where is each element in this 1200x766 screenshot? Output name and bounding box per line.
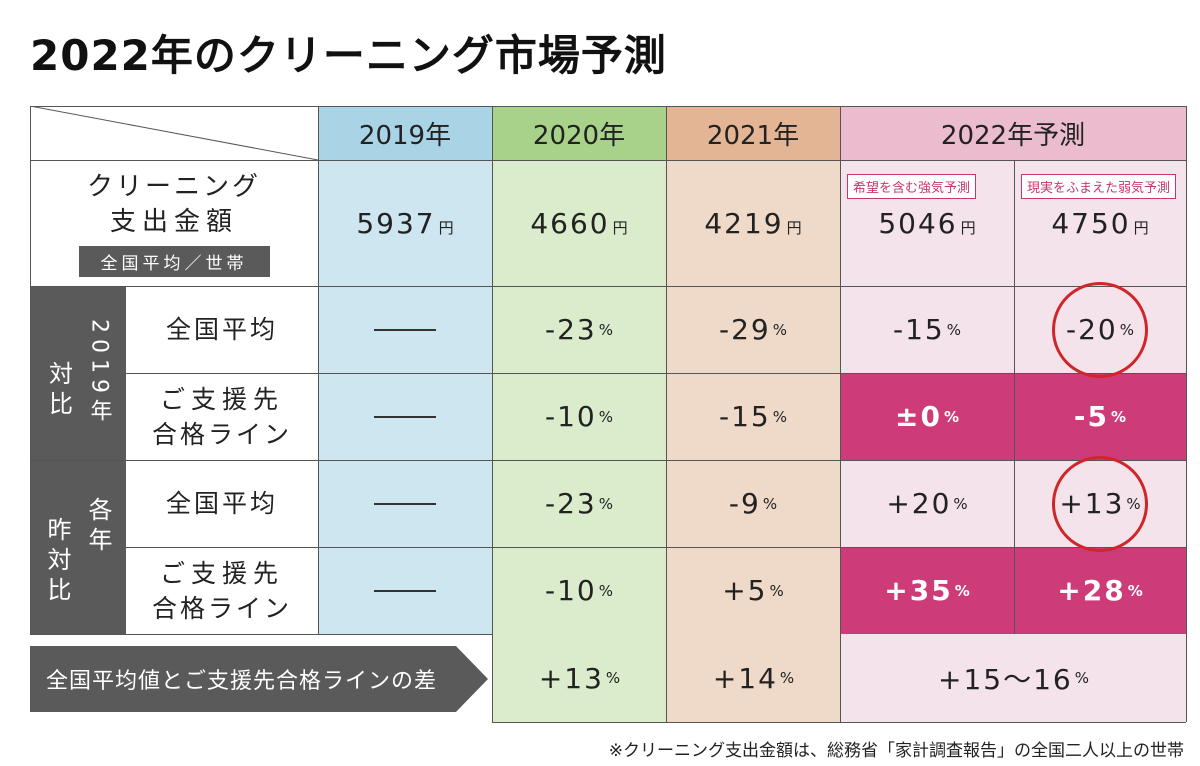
row-yoy-client-2021: +5% [666, 547, 840, 634]
row-vs2019-client-2022-realistic: -5% [1014, 373, 1186, 460]
group-yoy-label-col2: 昨対比 [43, 517, 71, 607]
row-yoy-client-2022-realistic: +28% [1014, 547, 1186, 634]
group-vs2019-label-col2: 2019年 [86, 319, 112, 427]
spending-2019: 5937 [356, 206, 436, 240]
difference-2020: +13% [493, 634, 666, 722]
group-yoy-label: 各年 昨対比 [30, 460, 126, 634]
grid-line [318, 106, 319, 634]
spending-2022-optimistic-cell: 希望を含む強気予測 5046 円 [840, 160, 1014, 286]
row-vs2019-national-2020: -23% [492, 286, 666, 373]
yen-unit: 円 [786, 218, 802, 237]
spending-2020-cell: 4660 円 [492, 160, 666, 286]
row-yoy-client-label: ご支援先 合格ライン [126, 547, 318, 634]
dash-mark [374, 502, 436, 505]
row-vs2019-national-label: 全国平均 [126, 286, 318, 373]
highlight-circle [1052, 456, 1148, 552]
spending-label: クリーニング 支出金額 全国平均／世帯 [30, 160, 318, 286]
spending-label-line1: クリーニング [86, 171, 261, 202]
grid-line [666, 106, 667, 722]
spending-2022-realistic-cell: 現実をふまえた弱気予測 4750 円 [1014, 160, 1186, 286]
row-yoy-national-label: 全国平均 [126, 460, 318, 547]
row-vs2019-national-2021: -29% [666, 286, 840, 373]
row-yoy-national-2020: -23% [492, 460, 666, 547]
grid-line [30, 286, 1186, 287]
row-vs2019-client-label: ご支援先 合格ライン [126, 373, 318, 460]
row-vs2019-client-2019 [318, 373, 492, 460]
row-yoy-national-2022-optimistic: +20% [840, 460, 1014, 547]
row-yoy-national-2021: -9% [666, 460, 840, 547]
page-title: 2022年のクリーニング市場予測 [30, 31, 667, 80]
spending-2021-cell: 4219 円 [666, 160, 840, 286]
difference-2021: +14% [667, 634, 840, 722]
header-2020: 2020年 [492, 106, 666, 160]
grid-line [492, 106, 493, 722]
corner-diagonal [30, 106, 318, 160]
row-vs2019-client-2021: -15% [666, 373, 840, 460]
grid-line [30, 106, 1186, 107]
dash-mark [374, 328, 436, 331]
dash-mark [374, 589, 436, 592]
difference-2022: +15～16% [841, 634, 1186, 722]
row-vs2019-client-2020: -10% [492, 373, 666, 460]
spending-2022-optimistic: 5046 [878, 206, 958, 240]
group-yoy-label-col1: 各年 [84, 497, 112, 557]
yen-unit: 円 [960, 218, 976, 237]
realistic-tag: 現実をふまえた弱気予測 [1021, 174, 1177, 199]
row-yoy-client-2022-optimistic: +35% [840, 547, 1014, 634]
spending-2020: 4660 [530, 206, 610, 240]
difference-label-arrow: 全国平均値とご支援先合格ラインの差 [30, 646, 488, 712]
header-2021: 2021年 [666, 106, 840, 160]
dash-mark [374, 415, 436, 418]
row-vs2019-national-2022-optimistic: -15% [840, 286, 1014, 373]
grid-line [126, 373, 1186, 374]
spending-2021: 4219 [704, 206, 784, 240]
grid-line [30, 460, 1186, 461]
spending-2019-cell: 5937 円 [318, 160, 492, 286]
grid-line [30, 160, 1186, 161]
yen-unit: 円 [612, 218, 628, 237]
yen-unit: 円 [1133, 218, 1149, 237]
grid-line [1186, 106, 1187, 722]
row-vs2019-national-2019 [318, 286, 492, 373]
difference-label: 全国平均値とご支援先合格ラインの差 [46, 669, 438, 694]
grid-line [1014, 160, 1015, 634]
spending-2022-realistic: 4750 [1051, 206, 1131, 240]
grid-line [840, 106, 841, 722]
row-vs2019-client-2022-optimistic: ±0% [840, 373, 1014, 460]
row-yoy-national-2019 [318, 460, 492, 547]
group-vs2019-label: 2019年 対比 [30, 286, 126, 460]
header-2022-forecast: 2022年予測 [840, 106, 1186, 160]
footnote: ※クリーニング支出金額は、総務省「家計調査報告」の全国二人以上の世帯 [608, 741, 1184, 761]
row-yoy-client-2019 [318, 547, 492, 634]
header-corner [30, 106, 318, 160]
row-yoy-client-2020: -10% [492, 547, 666, 634]
yen-unit: 円 [438, 218, 454, 237]
grid-line [30, 106, 31, 634]
group-vs2019-label-col1: 対比 [44, 361, 73, 421]
grid-line [126, 547, 1186, 548]
spending-badge: 全国平均／世帯 [78, 245, 270, 277]
optimistic-tag: 希望を含む強気予測 [847, 174, 977, 199]
highlight-circle [1052, 282, 1148, 378]
header-2019: 2019年 [318, 106, 492, 160]
spending-label-line2: 支出金額 [109, 206, 238, 237]
grid-line [492, 722, 1186, 723]
